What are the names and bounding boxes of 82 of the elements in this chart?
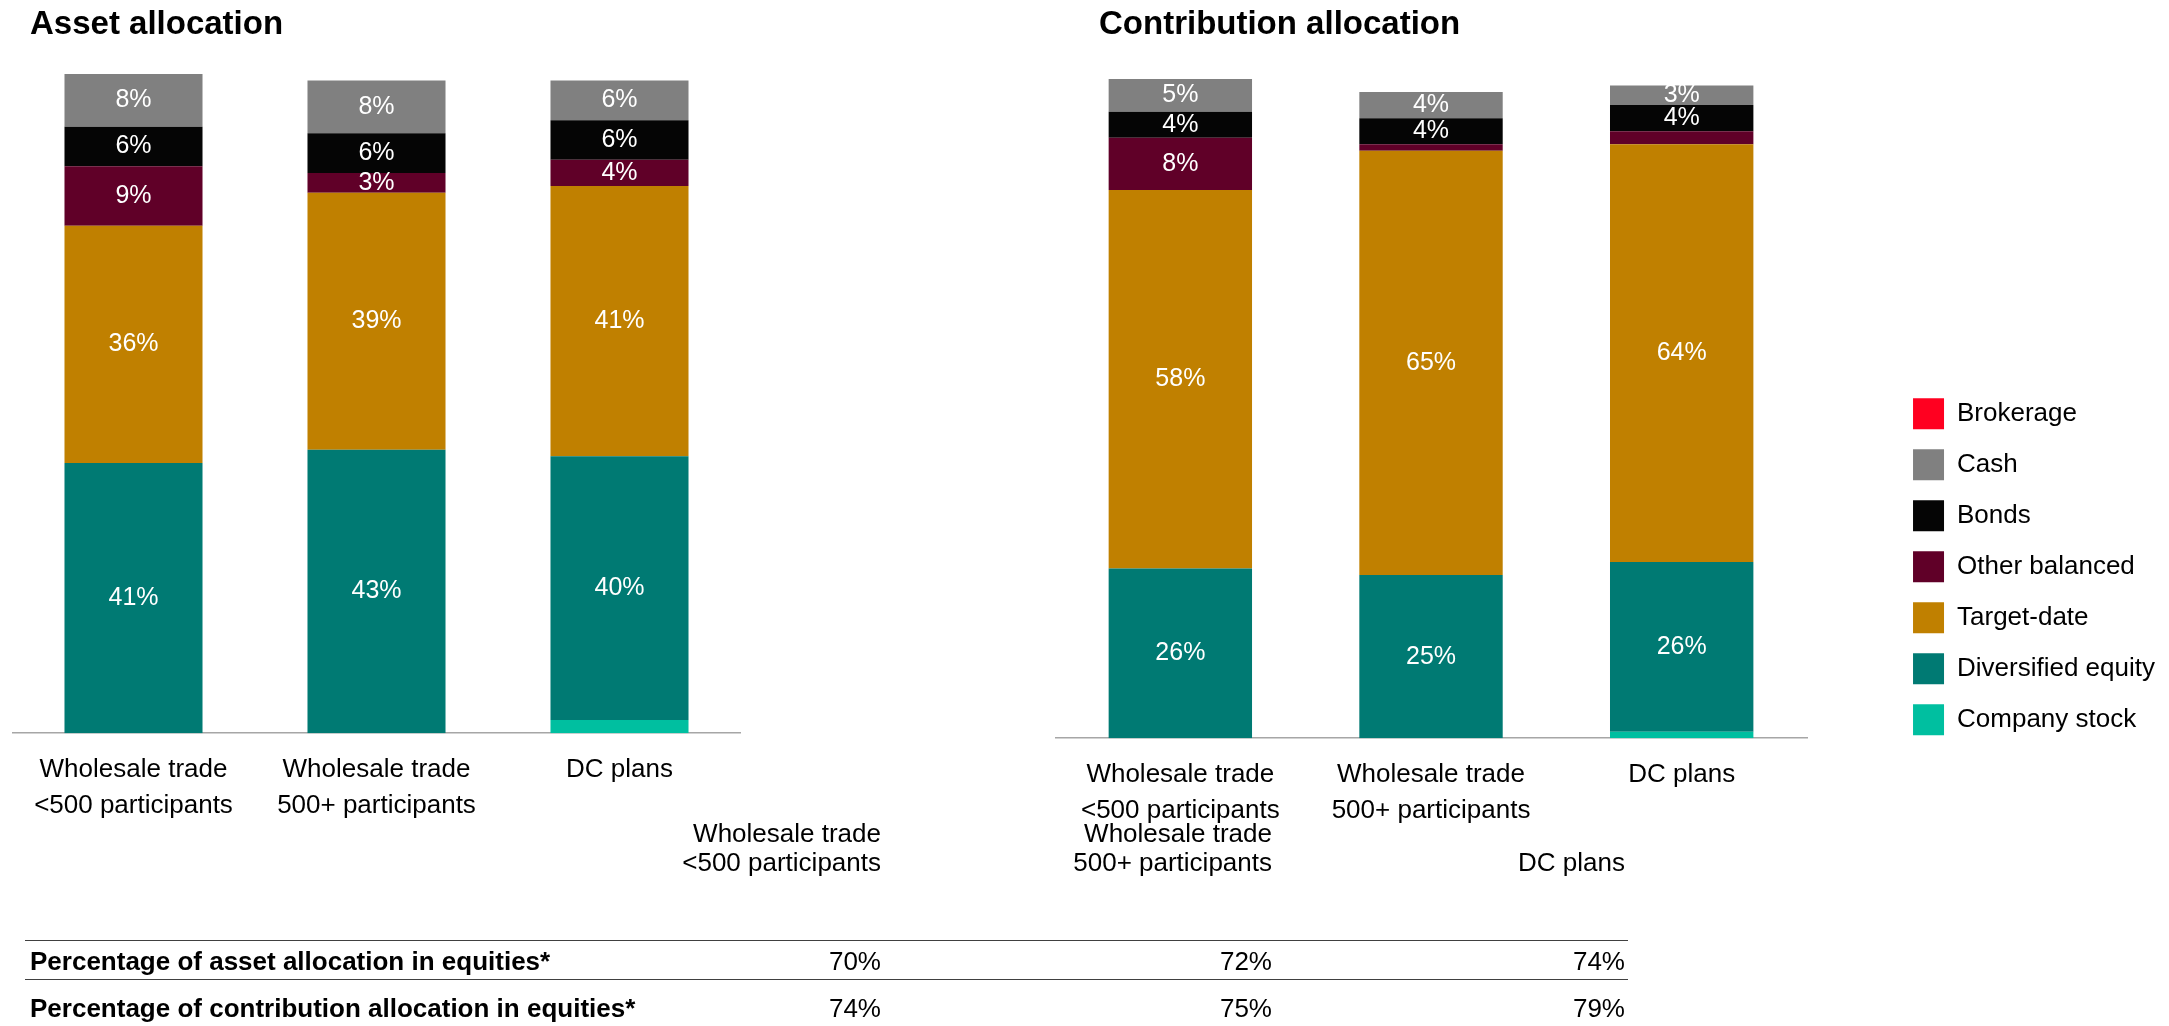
legend-label: Company stock <box>1957 702 2138 733</box>
category-label: DC plans <box>1518 847 1625 877</box>
legend-label: Brokerage <box>1957 396 2077 427</box>
data-label: 39% <box>351 305 402 334</box>
data-label: 58% <box>1155 363 1206 392</box>
x-tick-label: Wholesale trade 500+ participants <box>277 753 476 820</box>
data-label: 8% <box>358 90 395 119</box>
data-label: 9% <box>115 179 152 208</box>
data-label: 74% <box>828 993 881 1023</box>
bar <box>64 74 203 127</box>
bar <box>1610 131 1754 145</box>
data-label: 6% <box>358 137 395 165</box>
data-label: 65% <box>1405 346 1457 375</box>
category-label: Wholesale trade <500 participants <box>681 818 881 877</box>
bar <box>64 126 203 167</box>
data-label: 6% <box>601 84 638 113</box>
bar <box>307 80 446 134</box>
data-label: 26% <box>1656 630 1707 659</box>
data-label: 40% <box>594 572 645 601</box>
data-label: 6% <box>601 123 638 152</box>
legend-label: Diversified equity <box>1957 651 2156 682</box>
data-label: 74% <box>1572 946 1625 976</box>
bar <box>1610 105 1754 132</box>
data-label: 64% <box>1656 337 1707 366</box>
bar <box>1108 137 1253 190</box>
data-label: 41% <box>594 305 645 334</box>
chart-title: Asset allocation <box>30 4 284 42</box>
data-label: 4% <box>1162 108 1199 137</box>
data-label: 26% <box>1155 637 1206 666</box>
data-label: 6% <box>115 130 152 159</box>
data-label: 4% <box>1663 102 1700 131</box>
bar <box>550 720 689 734</box>
x-tick-label: DC plans <box>566 753 673 784</box>
bar <box>1359 150 1503 576</box>
data-label: 4% <box>601 156 638 185</box>
bar <box>1108 79 1253 112</box>
data-label: 8% <box>115 84 152 113</box>
bar <box>1108 568 1253 739</box>
data-label: 36% <box>108 328 159 357</box>
bar <box>1108 189 1253 569</box>
text: Percentage of asset allocation in equities* <box>30 946 551 976</box>
data-label: 5% <box>1162 79 1199 108</box>
legend-label: Target-date <box>1957 600 2089 631</box>
bar <box>1610 562 1754 732</box>
data-label: 75% <box>1219 993 1272 1023</box>
data-label: 41% <box>108 581 159 610</box>
bar <box>307 192 446 450</box>
bar <box>1610 144 1754 563</box>
data-label: 4% <box>1412 89 1450 117</box>
data-label: 72% <box>1219 946 1272 976</box>
data-label: 3% <box>358 166 395 195</box>
bar <box>1359 144 1503 151</box>
data-label: 43% <box>351 575 402 604</box>
x-tick-label: DC plans <box>1628 758 1736 789</box>
data-label: 8% <box>1162 147 1199 176</box>
bar <box>307 133 446 173</box>
legend-label: Other balanced <box>1957 549 2135 580</box>
bar <box>550 456 689 721</box>
legend-label: Cash <box>1957 447 2018 478</box>
bar <box>1359 118 1503 145</box>
bar <box>550 186 689 457</box>
bar <box>550 120 689 160</box>
data-label: 70% <box>828 946 881 976</box>
bar <box>64 166 203 226</box>
x-tick-label: Wholesale trade <500 participants <box>34 753 233 820</box>
bar <box>64 225 203 463</box>
legend-label: Bonds <box>1957 498 2031 529</box>
text: Percentage of contribution allocation in equities* <box>30 993 636 1023</box>
bar <box>1359 92 1503 119</box>
data-label: 25% <box>1405 640 1457 669</box>
chart-title: Contribution allocation <box>1099 4 1461 42</box>
bar <box>64 462 203 734</box>
x-tick-label: Wholesale trade 500+ participants <box>1331 758 1531 825</box>
bar <box>1108 111 1253 138</box>
bar <box>1610 731 1754 739</box>
bar <box>550 80 689 121</box>
data-label: 79% <box>1572 993 1625 1023</box>
bar <box>307 449 446 734</box>
bar <box>550 159 689 187</box>
bar <box>307 172 446 193</box>
data-label: 4% <box>1412 115 1450 144</box>
bar <box>1359 575 1503 739</box>
